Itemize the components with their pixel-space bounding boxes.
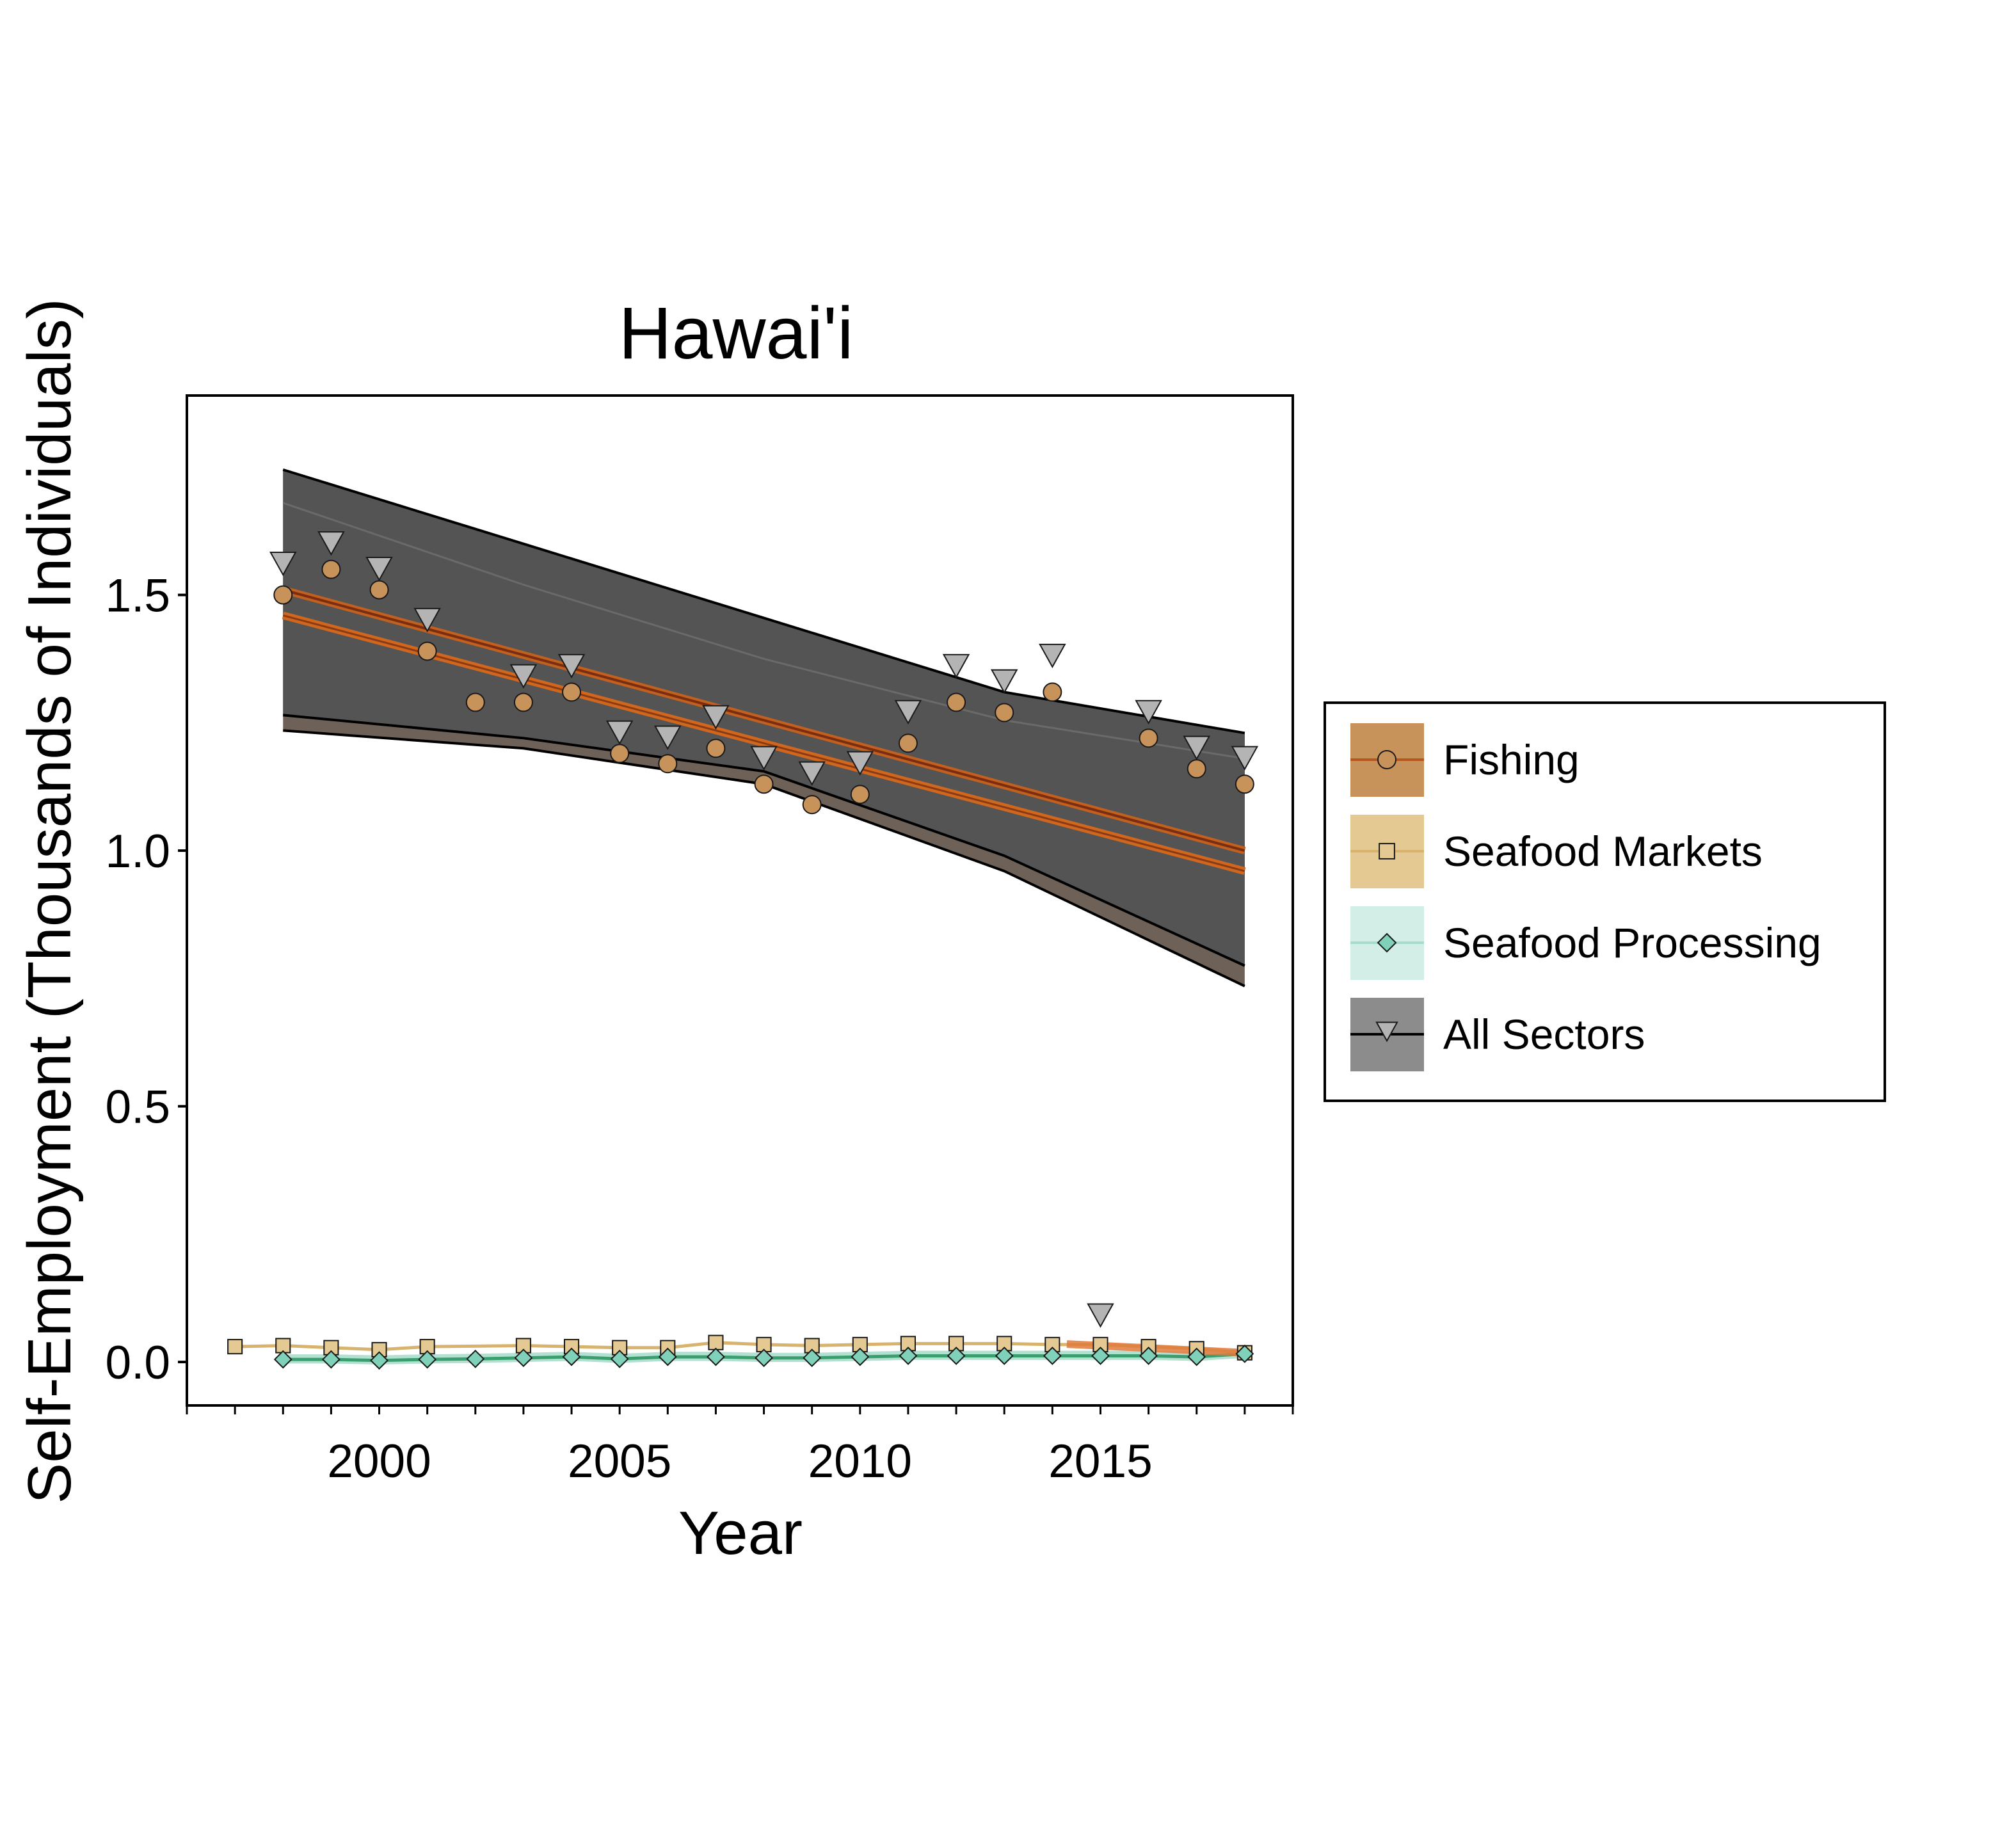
y-tick-label: 1.0 — [106, 826, 170, 877]
plot-frame — [186, 394, 1294, 1407]
seafood-processing-point — [947, 1347, 966, 1365]
seafood-processing-point — [514, 1348, 533, 1368]
all-sectors-band-edge — [283, 714, 1245, 967]
all-sectors-point — [798, 761, 826, 786]
fishing-point — [898, 733, 918, 753]
chart-title: Hawai'i — [618, 292, 853, 374]
fishing-trend-line — [282, 614, 1245, 872]
fishing-point — [995, 703, 1014, 723]
y-axis-label: Self-Employment (Thousands of Individual… — [15, 298, 84, 1504]
all-sectors-point — [894, 700, 922, 724]
seafood-processing-point — [1235, 1344, 1254, 1363]
fishing-point — [802, 795, 822, 815]
all-sectors-point — [1183, 735, 1210, 760]
legend-marker — [1375, 1021, 1398, 1043]
seafood-processing-point — [707, 1347, 725, 1366]
legend-marker — [1379, 843, 1395, 860]
seafood-markets-point — [227, 1339, 243, 1355]
legend-marker — [1377, 750, 1396, 769]
fishing-point — [658, 754, 678, 774]
seafood-processing-point — [273, 1350, 292, 1369]
fishing-point — [850, 785, 870, 804]
fishing-point — [706, 739, 726, 758]
x-tick-label: 2015 — [1048, 1436, 1152, 1487]
x-tick-label: 2005 — [568, 1436, 671, 1487]
seafood-processing-point — [755, 1348, 773, 1368]
fishing-point — [1187, 759, 1206, 779]
fishing-point — [1235, 774, 1254, 794]
seafood-processing-point — [466, 1349, 485, 1368]
x-axis-label: Year — [678, 1499, 803, 1567]
fishing-trend-line — [282, 588, 1245, 852]
legend-item: Seafood Processing — [1350, 906, 1821, 980]
legend-item: All Sectors — [1350, 998, 1645, 1071]
legend-item: Fishing — [1350, 723, 1580, 797]
all-sectors-point — [365, 557, 393, 582]
all-sectors-band-edge — [282, 502, 1245, 760]
all-sectors-point — [605, 720, 634, 745]
seafood-processing-point — [418, 1350, 437, 1369]
plot-area — [227, 468, 1259, 1370]
seafood-processing-point — [995, 1347, 1014, 1365]
seafood-processing-point — [803, 1348, 822, 1368]
y-tick-label: 1.5 — [106, 570, 170, 622]
fishing-point — [465, 692, 485, 712]
seafood-processing-point — [899, 1347, 918, 1365]
all-sectors-point — [557, 653, 586, 679]
all-sectors-band-edge — [282, 468, 1245, 735]
fishing-point — [562, 682, 582, 702]
x-tick-label: 2000 — [327, 1436, 431, 1487]
x-axis: 2000 2005 2010 2015 — [186, 1405, 1294, 1487]
seafood-processing-point — [1187, 1347, 1206, 1366]
fishing-point — [947, 692, 966, 712]
seafood-processing-point — [1139, 1347, 1158, 1365]
all-sectors-point — [1039, 643, 1066, 669]
seafood-processing-point — [1043, 1347, 1062, 1365]
x-tick-label: 2010 — [808, 1436, 912, 1487]
fishing-point — [513, 692, 533, 712]
legend-label: All Sectors — [1443, 1011, 1645, 1058]
all-sectors-point — [317, 531, 345, 556]
legend: Fishing Seafood Markets Seafood Processing… — [1324, 701, 1886, 1102]
fishing-point — [754, 774, 774, 794]
seafood-processing-point — [562, 1347, 581, 1366]
all-sectors-point — [702, 705, 730, 730]
y-tick-label: 0.5 — [106, 1082, 170, 1133]
fishing-point — [1139, 728, 1158, 748]
legend-item: Seafood Markets — [1350, 815, 1763, 888]
legend-label: Seafood Processing — [1443, 919, 1821, 966]
legend-items: Fishing Seafood Markets Seafood Processing… — [1350, 723, 1821, 1071]
seafood-processing-point — [321, 1350, 340, 1369]
seafood-processing-point — [610, 1349, 629, 1368]
y-tick-label: 0.0 — [106, 1337, 170, 1389]
y-axis: 0.0 0.5 1.0 1.5 — [106, 570, 187, 1389]
all-sectors-point — [413, 607, 441, 633]
seafood-processing-point — [851, 1347, 870, 1366]
all-sectors-point — [942, 653, 970, 679]
fishing-point — [273, 585, 293, 605]
all-sectors-point — [509, 664, 538, 689]
all-sectors-point — [1231, 746, 1259, 771]
all-sectors-point — [990, 669, 1018, 694]
fishing-point — [610, 744, 630, 764]
all-sectors-point — [1087, 1303, 1114, 1328]
all-sectors-point — [750, 746, 778, 771]
seafood-processing-point — [370, 1351, 388, 1370]
legend-marker — [1377, 932, 1397, 953]
fishing-point — [1043, 682, 1062, 702]
fishing-point — [321, 559, 341, 579]
seafood-processing-point — [658, 1347, 677, 1366]
fishing-point — [369, 580, 389, 600]
seafood-processing-point — [1091, 1347, 1110, 1365]
all-sectors-point — [654, 725, 682, 750]
all-sectors-point — [1135, 700, 1162, 724]
all-sectors-point — [846, 751, 874, 776]
legend-label: Fishing — [1443, 736, 1580, 783]
seafood-markets-point — [708, 1334, 724, 1350]
fishing-point — [417, 641, 437, 661]
legend-label: Seafood Markets — [1443, 828, 1763, 875]
all-sectors-point — [269, 552, 297, 577]
